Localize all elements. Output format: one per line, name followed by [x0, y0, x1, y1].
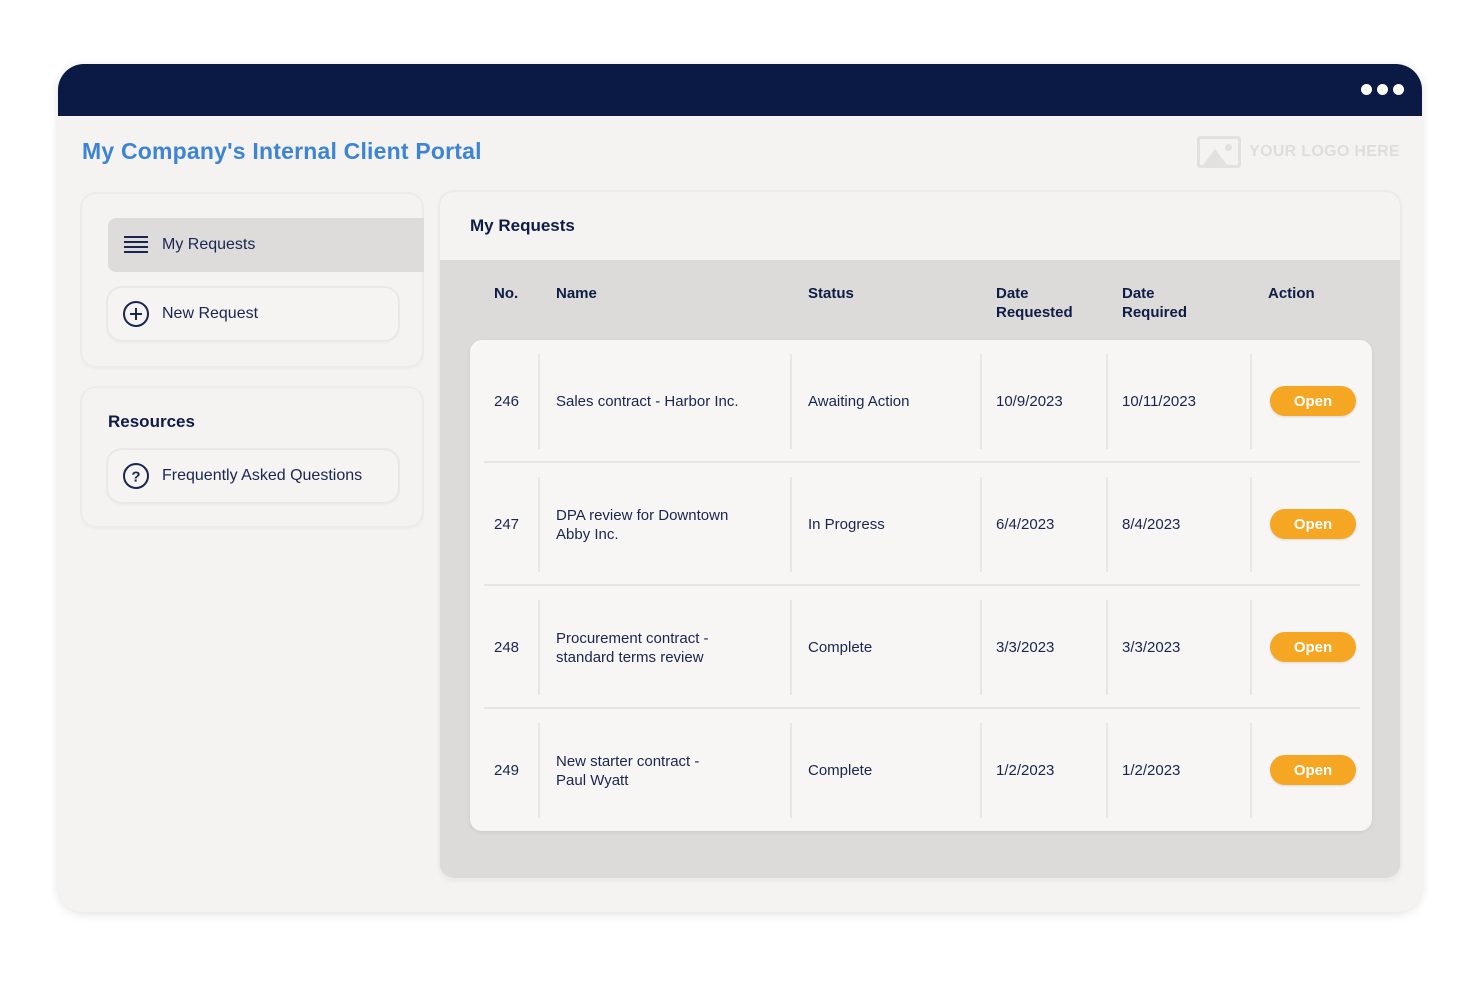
logo-text: YOUR LOGO HERE: [1249, 143, 1400, 160]
table-row: 246 Sales contract - Harbor Inc. Awaitin…: [470, 340, 1372, 463]
new-request-button[interactable]: New Request: [108, 288, 398, 340]
column-header-action: Action: [1268, 285, 1315, 302]
window-titlebar: [58, 64, 1422, 116]
plus-circle-icon: [122, 300, 150, 328]
resources-panel: Resources ? Frequently Asked Questions: [82, 388, 422, 526]
cell-status: In Progress: [808, 516, 885, 533]
list-icon: [122, 231, 150, 259]
open-button[interactable]: Open: [1270, 755, 1356, 785]
portal-window: My Company's Internal Client Portal YOUR…: [58, 64, 1422, 912]
requests-title: My Requests: [470, 216, 575, 235]
cell-date-requested: 10/9/2023: [996, 393, 1063, 410]
open-button[interactable]: Open: [1270, 509, 1356, 539]
dot: [1377, 84, 1388, 95]
cell-name: New starter contract - Paul Wyatt: [556, 709, 776, 832]
cell-date-requested: 6/4/2023: [996, 516, 1055, 533]
cell-date-required: 10/11/2023: [1122, 393, 1196, 410]
cell-date-required: 8/4/2023: [1122, 516, 1181, 533]
cell-name-line1: Sales contract - Harbor Inc.: [556, 393, 739, 410]
cell-no: 246: [494, 393, 520, 410]
requests-panel: My Requests No. Name Status Date Request…: [440, 192, 1400, 878]
cell-status: Complete: [808, 639, 873, 656]
cell-name: Procurement contract - standard terms re…: [556, 586, 776, 709]
cell-name-line1: DPA review for Downtown: [556, 506, 729, 524]
dot: [1361, 84, 1372, 95]
table-row: 247 DPA review for Downtown Abby Inc. In…: [470, 463, 1372, 586]
column-header-no: No.: [494, 285, 519, 302]
cell-no: 248: [494, 639, 520, 656]
column-header-date-requested: Date Requested: [996, 284, 1073, 322]
cell-name-line2: standard terms review: [556, 648, 704, 666]
column-header-name: Name: [556, 285, 597, 302]
portal-title: My Company's Internal Client Portal: [82, 138, 482, 164]
cell-date-required: 1/2/2023: [1122, 762, 1181, 779]
sidebar-item-my-requests[interactable]: My Requests: [108, 218, 424, 272]
cell-no: 247: [494, 516, 520, 533]
cell-date-requested: 3/3/2023: [996, 639, 1055, 656]
company-logo: YOUR LOGO HERE: [1197, 136, 1400, 168]
cell-name-line2: Paul Wyatt: [556, 771, 629, 789]
cell-no: 249: [494, 762, 520, 779]
open-button[interactable]: Open: [1270, 386, 1356, 416]
requests-panel-header: My Requests: [440, 192, 1400, 260]
cell-name-line2: Abby Inc.: [556, 525, 619, 543]
more-dots-icon[interactable]: [1361, 84, 1404, 95]
column-header-date-required: Date Required: [1122, 284, 1187, 322]
cell-date-required: 3/3/2023: [1122, 639, 1181, 656]
open-button[interactable]: Open: [1270, 632, 1356, 662]
column-header-date-requested-line2: Requested: [996, 304, 1073, 321]
cell-name: DPA review for Downtown Abby Inc.: [556, 463, 776, 586]
cell-status: Complete: [808, 762, 873, 779]
cell-name-line1: Procurement contract -: [556, 629, 709, 647]
requests-table: 246 Sales contract - Harbor Inc. Awaitin…: [470, 340, 1372, 831]
svg-text:?: ?: [131, 469, 140, 486]
column-header-date-required-line2: Required: [1122, 304, 1188, 321]
image-placeholder-icon: [1197, 136, 1242, 168]
new-request-label: New Request: [162, 305, 259, 322]
cell-date-requested: 1/2/2023: [996, 762, 1055, 779]
faq-button[interactable]: ? Frequently Asked Questions: [108, 450, 398, 502]
sidebar-item-label: My Requests: [162, 236, 256, 253]
cell-status: Awaiting Action: [808, 393, 910, 410]
column-header-date-requested-line1: Date: [996, 285, 1029, 302]
sidebar-nav: My Requests New Request: [82, 194, 424, 366]
table-row: 249 New starter contract - Paul Wyatt Co…: [470, 709, 1372, 832]
table-row: 248 Procurement contract - standard term…: [470, 586, 1372, 709]
resources-heading: Resources: [108, 412, 195, 431]
question-circle-icon: ?: [122, 462, 150, 490]
faq-label: Frequently Asked Questions: [162, 467, 363, 484]
cell-name-line1: New starter contract -: [556, 752, 700, 770]
dot: [1393, 84, 1404, 95]
column-header-status: Status: [808, 285, 854, 302]
column-header-date-required-line1: Date: [1122, 285, 1155, 302]
cell-name: Sales contract - Harbor Inc.: [556, 340, 776, 463]
